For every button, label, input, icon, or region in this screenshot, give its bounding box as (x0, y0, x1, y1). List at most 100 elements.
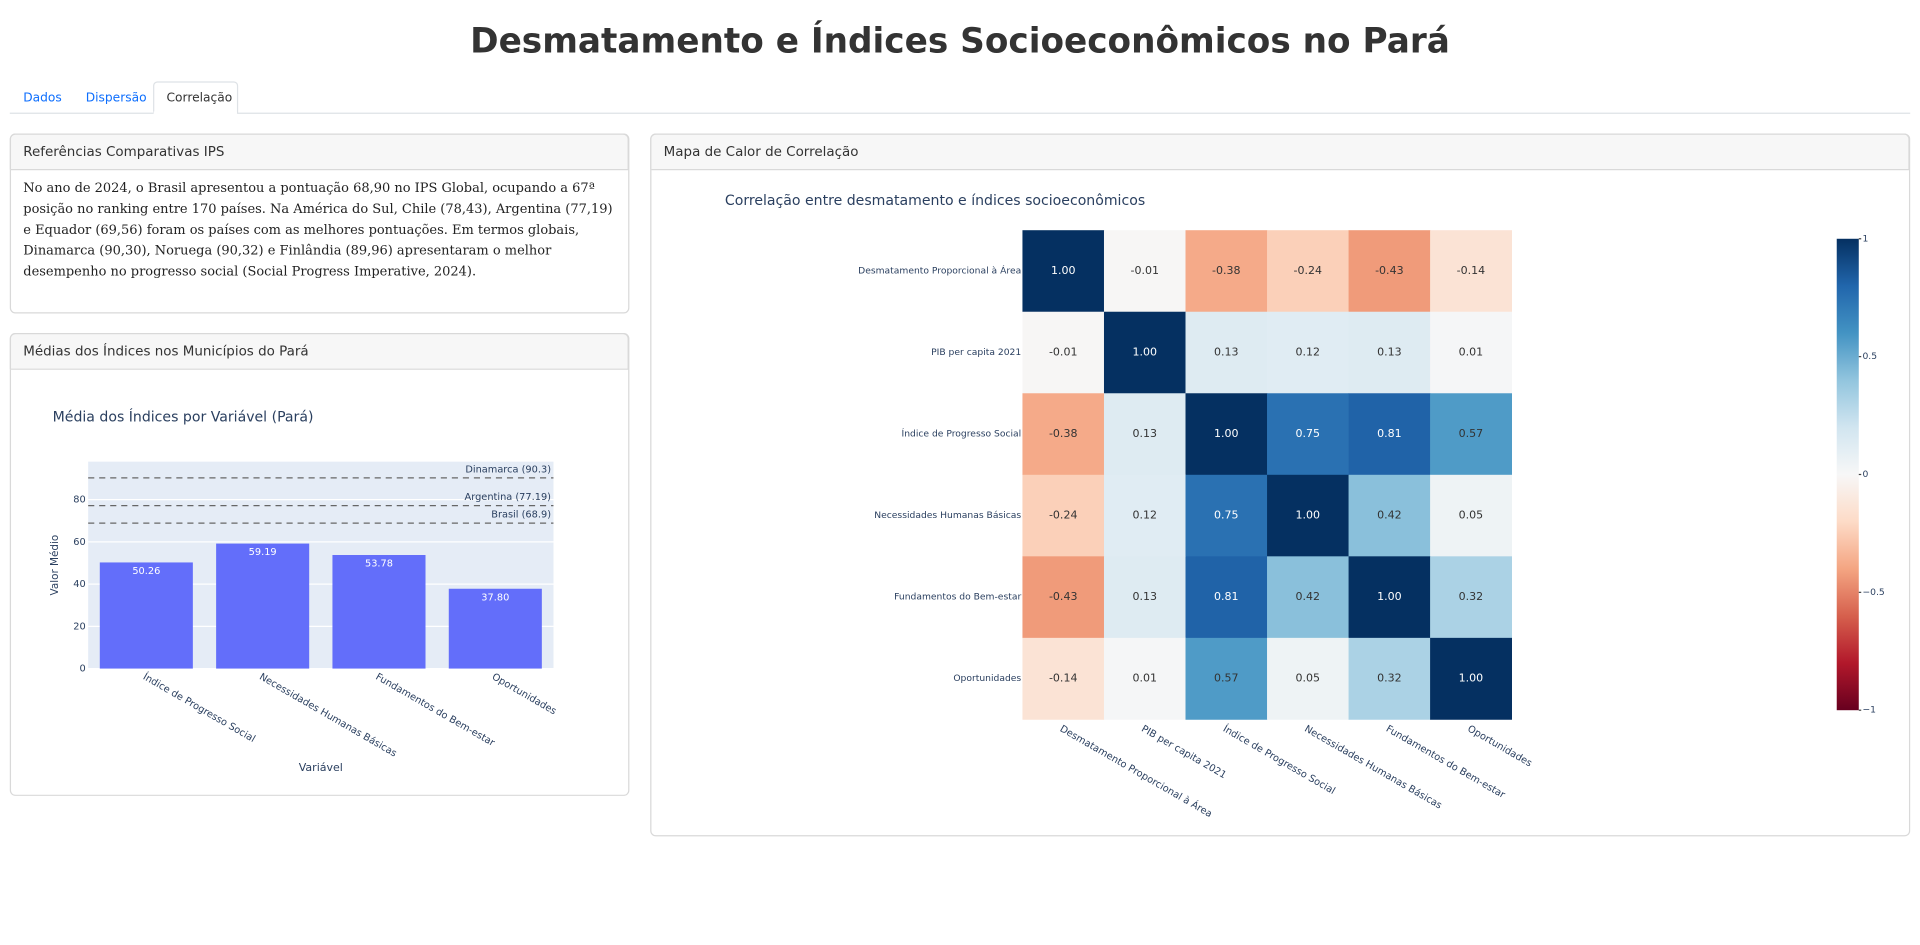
cell-label: 1.00 (1377, 590, 1402, 603)
tab[interactable]: Dados (23, 90, 62, 104)
heatmap-cell (1267, 230, 1349, 313)
y-tick-label: Oportunidades (953, 673, 1021, 684)
heatmap-cell (1022, 393, 1105, 476)
page-title: Desmatamento e Índices Socioeconômicos n… (470, 20, 1450, 61)
card-title: Referências Comparativas IPS (23, 144, 224, 160)
heatmap-cell (1103, 230, 1186, 313)
heatmap-cell (1022, 556, 1105, 639)
bar-value-label: 53.78 (365, 559, 393, 570)
heatmap-cell (1185, 474, 1268, 557)
card-header (650, 133, 1910, 171)
heatmap-cell (1185, 393, 1268, 476)
heatmap-cell (1348, 637, 1431, 720)
cell-label: 0.81 (1377, 427, 1402, 440)
y-tick-label: 0 (79, 664, 85, 675)
heatmap-cell (1267, 637, 1349, 720)
active-tab-gap (153, 111, 237, 116)
y-tick-label: Índice de Progresso Social (901, 428, 1021, 440)
cell-label: -0.14 (1049, 672, 1078, 685)
y-tick-label: Desmatamento Proporcional à Área (858, 264, 1021, 276)
heatmap-cell (1022, 230, 1105, 313)
y-tick-label: 40 (73, 579, 85, 590)
y-tick-label: 80 (73, 495, 85, 506)
bar (216, 543, 310, 669)
colorbar-tick-label: −1 (1862, 705, 1876, 716)
card-title: Médias dos Índices nos Municípios do Par… (23, 341, 308, 359)
heatmap-cell (1430, 637, 1512, 720)
cell-label: 0.01 (1459, 346, 1484, 359)
heatmap-cell (1430, 556, 1512, 639)
cell-label: 0.42 (1296, 590, 1321, 603)
tab[interactable]: Correlação (167, 90, 233, 104)
cell-label: 0.75 (1214, 509, 1239, 522)
chart-title: Correlação entre desmatamento e índices … (725, 193, 1145, 209)
heatmap-cell (1348, 230, 1431, 313)
cell-label: 0.05 (1459, 509, 1484, 522)
cell-label: 1.00 (1132, 346, 1157, 359)
heatmap-cell (1430, 230, 1512, 313)
cell-label: 1.00 (1296, 509, 1321, 522)
bar (332, 555, 426, 669)
colorbar-tick-label: 0.5 (1862, 351, 1877, 362)
reference-label: Dinamarca (90.3) (465, 464, 551, 475)
cell-label: 0.13 (1132, 590, 1157, 603)
cell-label: 0.57 (1214, 672, 1239, 685)
heatmap-cell (1103, 637, 1186, 720)
heatmap-cell (1348, 311, 1431, 394)
bar (448, 588, 542, 669)
y-tick-label: PIB per capita 2021 (931, 347, 1021, 358)
heatmap-cell (1185, 637, 1268, 720)
cell-label: 0.13 (1377, 346, 1402, 359)
colorbar-tick-label: −0.5 (1862, 587, 1884, 598)
chart-title: Média dos Índices por Variável (Pará) (53, 409, 314, 426)
cell-label: 1.00 (1051, 264, 1076, 277)
heatmap-cell (1185, 556, 1268, 639)
cell-label: -0.38 (1212, 264, 1241, 277)
heatmap-cell (1185, 230, 1268, 313)
bar (99, 562, 193, 669)
bar-value-label: 37.80 (481, 592, 509, 603)
cell-label: -0.24 (1294, 264, 1323, 277)
cell-label: 1.00 (1214, 427, 1239, 440)
heatmap-cell (1430, 393, 1512, 476)
y-tick-label: 20 (73, 621, 85, 632)
cell-label: 0.13 (1132, 427, 1157, 440)
heatmap-cell (1348, 556, 1431, 639)
card-header (9, 133, 629, 171)
heatmap-cell (1348, 393, 1431, 476)
y-tick-label: 60 (73, 537, 85, 548)
cell-label: 0.75 (1296, 427, 1321, 440)
cell-label: 0.12 (1132, 509, 1157, 522)
bar-value-label: 59.19 (249, 547, 277, 558)
cell-label: -0.24 (1049, 509, 1078, 522)
cell-label: 0.32 (1377, 672, 1402, 685)
heatmap-cell (1267, 311, 1349, 394)
paragraph-box: No ano de 2024, o Brasil apresentou a po… (23, 181, 612, 279)
x-axis-title: Variável (299, 761, 343, 774)
tab[interactable]: Dispersão (86, 90, 147, 104)
cell-label: -0.14 (1457, 264, 1486, 277)
cell-label: 0.12 (1296, 346, 1321, 359)
colorbar-tick-label: 0 (1862, 469, 1868, 480)
cell-label: -0.38 (1049, 427, 1078, 440)
cell-label: -0.01 (1049, 346, 1078, 359)
y-tick-label: Fundamentos do Bem-estar (894, 592, 1021, 603)
heatmap-cell (1103, 393, 1186, 476)
reference-label: Argentina (77.19) (465, 492, 551, 503)
colorbar-tick-label: 1 (1862, 233, 1868, 244)
heatmap-cell (1022, 311, 1105, 394)
colorbar (1836, 238, 1859, 711)
cell-label: 0.57 (1459, 427, 1484, 440)
cell-label: 0.05 (1296, 672, 1321, 685)
cell-label: 0.01 (1132, 672, 1157, 685)
cell-label: 0.32 (1459, 590, 1484, 603)
cell-label: -0.43 (1375, 264, 1404, 277)
heatmap-cell (1430, 474, 1512, 557)
heatmap-cell (1022, 637, 1105, 720)
cell-label: 0.13 (1214, 346, 1239, 359)
heatmap-cell (1430, 311, 1512, 394)
heatmap-cell (1185, 311, 1268, 394)
heatmap-cell (1103, 474, 1186, 557)
